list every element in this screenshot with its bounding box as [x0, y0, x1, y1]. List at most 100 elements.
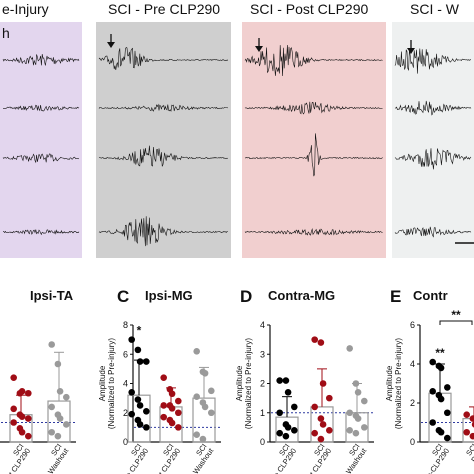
data-point [319, 380, 327, 387]
panel-C: C Ipsi-MG 0 2 4 6 8 Amplitude(Normalized to Pre… [98, 287, 221, 474]
trace-title-pre-injury: e-Injury [2, 1, 49, 17]
y-axis-label-line: Amplitude [98, 365, 107, 401]
stimulus-arrow-head [107, 42, 115, 48]
data-point [326, 394, 333, 402]
data-point [10, 405, 17, 413]
y-tick-label: 4 [123, 379, 128, 389]
data-point [463, 411, 471, 419]
stimulus-arrow-head [255, 46, 263, 52]
data-point [48, 403, 55, 411]
data-point [136, 421, 144, 428]
data-point [444, 409, 451, 417]
data-point [437, 428, 445, 436]
emg-trace [98, 103, 228, 112]
panel-title: Ipsi-TA [30, 288, 74, 303]
emg-trace [98, 216, 228, 247]
trace-bg-pre-clp290 [96, 22, 231, 258]
data-point [429, 419, 437, 426]
data-point [317, 415, 325, 422]
y-tick-label: 1 [260, 408, 265, 418]
data-point [193, 431, 200, 438]
significance-marker: ** [451, 308, 461, 322]
y-tick-label: 2 [410, 398, 415, 408]
data-point [346, 427, 354, 434]
data-point [25, 432, 32, 440]
data-point [160, 413, 167, 421]
data-point [361, 424, 368, 431]
panel-title: Ipsi-MG [145, 288, 193, 303]
y-tick-label: 6 [123, 349, 128, 359]
emg-trace [394, 100, 472, 116]
data-point [361, 397, 368, 405]
data-point [48, 428, 55, 436]
trace-bg-post-clp290 [242, 22, 386, 258]
emg-trace [244, 133, 383, 177]
data-point [311, 429, 319, 437]
emg-trace [2, 153, 80, 164]
y-axis-label-line: (Normalized to Pre-injury) [244, 338, 253, 429]
data-point [136, 402, 144, 409]
x-tick-label: SCIPost CLP290 [143, 442, 182, 474]
data-point [284, 424, 292, 431]
data-point [193, 393, 200, 400]
data-point [354, 388, 362, 396]
y-axis-label-line: Amplitude [385, 365, 394, 401]
y-axis-label: Amplitude(Normalized to Pre-injury) [98, 338, 116, 429]
panel-D: D Contra-MG 0 1 2 3 4 Amplitude(Normalized to P… [235, 287, 374, 474]
trace-panels: e-Injury SCI - Pre CLP290 SCI - Post CLP… [0, 1, 474, 258]
data-point [10, 374, 17, 381]
data-point [276, 409, 284, 417]
y-axis-label-line: Amplitude [235, 365, 244, 401]
data-point [346, 409, 354, 417]
data-point [128, 336, 135, 343]
emg-traces [2, 44, 472, 247]
y-axis-label-line: (Normalized to Pre-injury) [394, 338, 403, 429]
panel-E: E Contr 0 2 4 6 Amplitude(Normalized to Pre-in… [385, 287, 474, 474]
x-tick-label-line: Post [469, 446, 474, 464]
data-point [18, 388, 26, 395]
data-point [63, 421, 70, 428]
data-point [291, 403, 298, 411]
y-tick-label: 0 [260, 437, 265, 447]
significance-marker: ** [435, 346, 445, 360]
data-point [63, 393, 70, 401]
data-point [276, 377, 284, 384]
data-point [317, 339, 325, 346]
data-point [471, 421, 474, 428]
data-point [48, 341, 55, 348]
data-point [311, 336, 319, 343]
data-point [193, 348, 200, 355]
data-point [201, 369, 209, 377]
x-tick-label: SCIPre CLP290 [261, 442, 298, 474]
y-tick-label: 3 [260, 349, 265, 359]
data-point [352, 380, 360, 387]
x-tick-label: SCIWashout [184, 441, 215, 474]
data-point [282, 432, 290, 440]
panel-letter: D [240, 287, 252, 306]
x-tick-label: SCIWashout [39, 441, 70, 474]
y-tick-label: 4 [260, 320, 265, 330]
data-point [352, 429, 360, 437]
data-point [463, 428, 471, 436]
panel-letter: C [117, 287, 129, 306]
x-tick-label: SCIPost CLP290 [0, 442, 32, 474]
y-axis-label: Amplitude(Normalized to Pre-injury) [235, 338, 253, 429]
data-point [25, 415, 32, 422]
emg-trace [394, 148, 472, 170]
trace-corner-label: h [2, 25, 10, 41]
data-point [175, 424, 182, 431]
y-axis-label: Amplitude(Normalized to Pre-injury) [385, 338, 403, 429]
data-point [143, 407, 150, 415]
x-tick-label-line: SCI [464, 442, 474, 457]
y-tick-label: 6 [410, 320, 415, 330]
data-point [168, 390, 176, 398]
data-point [469, 415, 474, 422]
data-point [282, 377, 290, 384]
x-tick-label: SCIWashout [337, 441, 368, 474]
data-point [136, 358, 144, 365]
data-point [208, 387, 215, 395]
panel-title: Contra-MG [268, 288, 335, 303]
emg-trace [98, 145, 228, 167]
data-point [175, 409, 182, 417]
emg-trace [3, 104, 80, 112]
